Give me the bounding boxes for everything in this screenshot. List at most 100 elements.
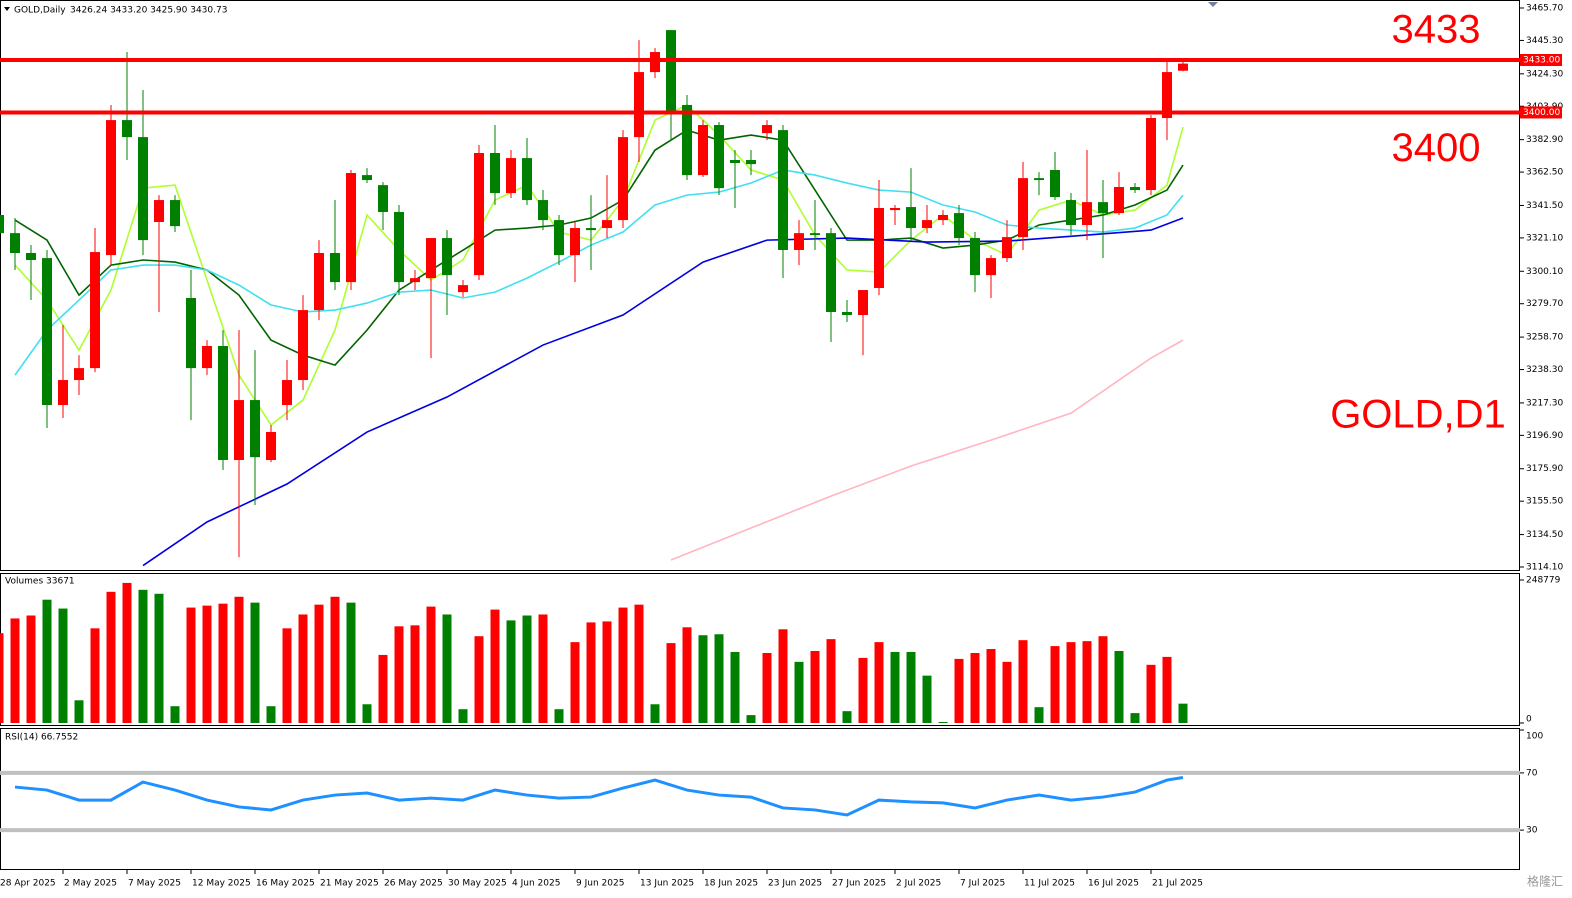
candle-body: [154, 200, 164, 222]
candle-body: [906, 207, 916, 229]
candle-body: [586, 228, 596, 231]
candle-body: [74, 368, 84, 381]
candle-body: [106, 120, 116, 256]
candle-body: [330, 252, 340, 283]
volume-bar: [458, 709, 468, 723]
line: [670, 339, 1184, 561]
y-tick-label: 3465.70: [1526, 4, 1563, 14]
volume-bar: [554, 709, 564, 723]
y-tick-label: 3238.30: [1526, 365, 1563, 375]
volume-bar: [1178, 703, 1188, 723]
x-tick-label: 4 Jun 2025: [512, 879, 560, 889]
x-tick-label: 18 Jun 2025: [704, 879, 758, 889]
y-tick-label: 3155.50: [1526, 497, 1563, 507]
y-tick-label: 3134.50: [1526, 530, 1563, 540]
volume-bar: [202, 605, 212, 723]
y-tick-label: 100: [1526, 732, 1543, 742]
volume-bar: [794, 661, 804, 723]
volume-bar: [378, 654, 388, 723]
level-tag-label: 3433.00: [1523, 55, 1560, 65]
volume-bar: [634, 604, 644, 723]
x-tick-label: 26 May 2025: [384, 879, 443, 889]
candle-body: [730, 159, 740, 164]
line: [14, 169, 1184, 376]
volume-bar: [602, 621, 612, 723]
volume-bar: [1098, 636, 1108, 723]
candle-body: [1082, 202, 1092, 226]
volume-bar: [410, 625, 420, 723]
quote: 3426.24 3433.20 3425.90 3430.73: [70, 6, 227, 16]
candle-body: [1162, 72, 1172, 119]
volume-bar: [0, 633, 4, 723]
y-tick-label: 248779: [1526, 576, 1561, 586]
candle-body: [938, 215, 948, 221]
volume-bar: [474, 636, 484, 723]
line: [14, 776, 1184, 817]
volume-bar: [586, 622, 596, 723]
chart-title: GOLD,Daily: [14, 6, 66, 16]
y-tick-label: 3196.90: [1526, 431, 1563, 441]
shift-marker: [1208, 2, 1218, 7]
rsi-frame: [0, 728, 1520, 870]
candle-body: [202, 346, 212, 369]
volume-bar: [74, 700, 84, 723]
x-tick-label: 11 Jul 2025: [1024, 879, 1075, 889]
volume-bar: [538, 614, 548, 723]
candle-body: [426, 238, 436, 279]
volume-bar: [1018, 640, 1028, 723]
candle-body: [778, 130, 788, 250]
candle-body: [1114, 187, 1124, 214]
line: [14, 104, 1184, 427]
volume-bar: [186, 607, 196, 723]
volume-bar: [874, 642, 884, 723]
volume-frame: [0, 573, 1520, 726]
candle-body: [234, 400, 244, 461]
y-tick-label: 30: [1526, 826, 1538, 836]
volume-bar: [1162, 656, 1172, 723]
candle-body: [602, 220, 612, 229]
candle-body: [890, 208, 900, 211]
candle-body: [1034, 178, 1044, 181]
candle-body: [714, 125, 724, 189]
y-tick-label: 3217.30: [1526, 398, 1563, 408]
candle-body: [314, 252, 324, 311]
candle-body: [1002, 237, 1012, 259]
volume-bar: [346, 602, 356, 723]
candle-body: [634, 72, 644, 138]
volume-bar: [330, 596, 340, 723]
candle-body: [266, 432, 276, 461]
volume-bar: [506, 620, 516, 723]
volume-bar: [1050, 646, 1060, 723]
candle-body: [1178, 63, 1188, 71]
volume-bar: [746, 715, 756, 723]
x-tick-label: 9 Jun 2025: [576, 879, 624, 889]
candle-body: [122, 120, 132, 138]
volume-bar: [314, 604, 324, 723]
candle-body: [922, 220, 932, 229]
menu-arrow: [4, 7, 10, 11]
candle-body: [1098, 202, 1108, 214]
volume-bar: [714, 634, 724, 723]
volume-bar: [490, 609, 500, 723]
candle-body: [170, 200, 180, 227]
candle-body: [874, 208, 884, 288]
candle-body: [378, 185, 388, 212]
volume-bar: [522, 615, 532, 723]
volume-bar: [138, 589, 148, 723]
volume-bar: [986, 649, 996, 723]
candle-body: [650, 52, 660, 73]
candle-body: [394, 211, 404, 283]
candle-body: [682, 104, 692, 176]
candle-body: [826, 233, 836, 312]
y-tick-label: 3300.10: [1526, 267, 1563, 277]
volume-bar: [282, 628, 292, 723]
volume-bar: [922, 675, 932, 723]
volume-bar: [1002, 661, 1012, 723]
candle-body: [138, 137, 148, 241]
candle-body: [554, 220, 564, 256]
candle-body: [490, 152, 500, 194]
candle-body: [986, 258, 996, 276]
candle-body: [442, 238, 452, 276]
line: [142, 217, 1184, 567]
